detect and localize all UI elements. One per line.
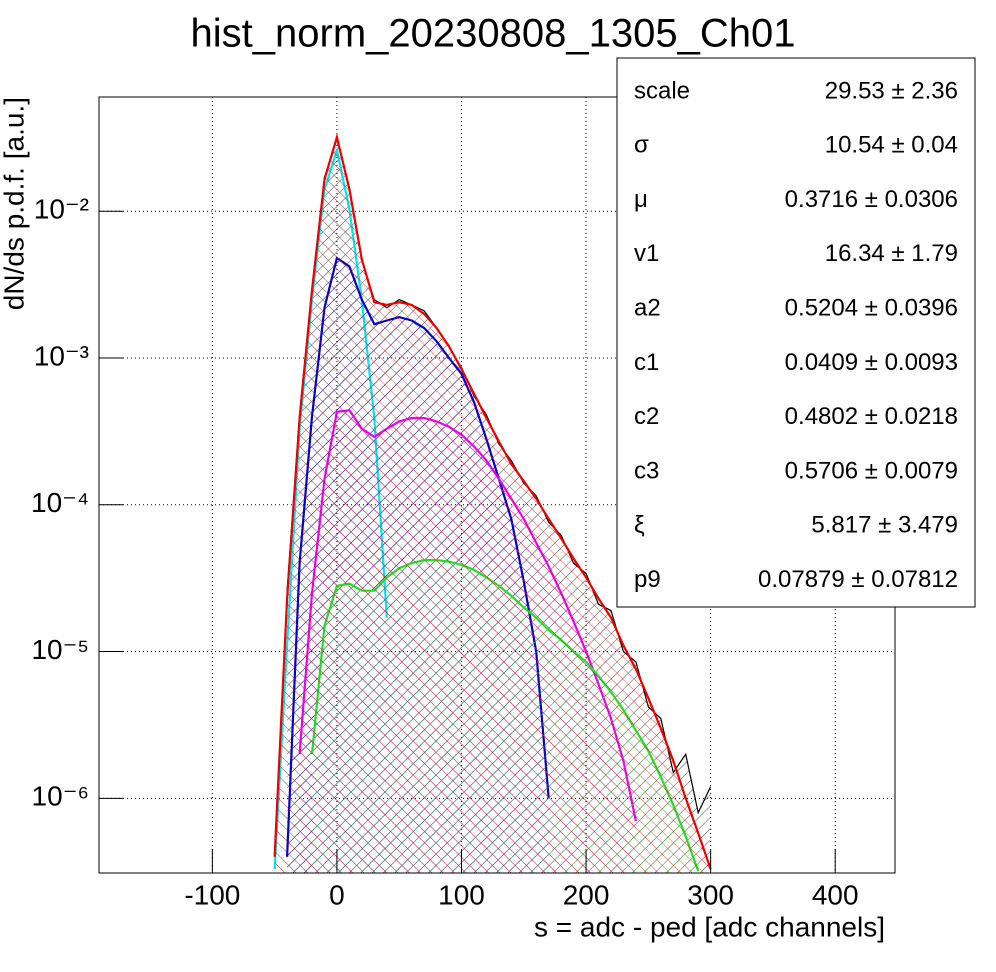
y-axis-label: dN/ds p.d.f. [a.u.] [0, 97, 29, 310]
stats-box: scale 29.53 ± 2.36 σ 10.54 ± 0.04 μ 0.3716 ± … [616, 57, 976, 608]
stat-name: c1 [634, 349, 659, 376]
stat-value: 0.0409 ± 0.0093 [785, 349, 958, 376]
stat-value: 29.53 ± 2.36 [825, 77, 958, 104]
y-tick-label: 10⁻² [34, 194, 89, 225]
stat-value: 5.817 ± 3.479 [811, 512, 958, 539]
x-tick-label: 200 [563, 879, 610, 910]
stats-frame [616, 57, 976, 608]
stat-value: 0.07879 ± 0.07812 [758, 566, 958, 593]
plot-area [273, 132, 712, 873]
stat-value: 0.3716 ± 0.0306 [785, 186, 958, 213]
x-axis-label: s = adc - ped [adc channels] [534, 911, 885, 942]
stat-name: ξ [634, 512, 645, 539]
stat-value: 0.5204 ± 0.0396 [785, 295, 958, 322]
x-tick-label: -100 [184, 879, 240, 910]
x-tick-label: 400 [812, 879, 859, 910]
y-tick-label: 10⁻⁵ [31, 634, 89, 665]
y-tick-label: 10⁻³ [34, 340, 89, 371]
stat-name: μ [634, 186, 648, 213]
stat-value: 10.54 ± 0.04 [825, 132, 958, 159]
stat-value: 0.4802 ± 0.0218 [785, 403, 958, 430]
stat-name: a2 [634, 295, 661, 322]
axes: -100 0 100 200 300 400 10⁻⁶ 10⁻⁵ 10⁻⁴ 10⁻³ 10⁻² [31, 194, 859, 911]
stat-name: σ [634, 132, 649, 159]
stat-value: 0.5706 ± 0.0079 [785, 457, 958, 484]
x-tick-label: 0 [329, 879, 345, 910]
stat-name: p9 [634, 566, 661, 593]
y-tick-label: 10⁻⁴ [31, 487, 89, 518]
stat-name: v1 [634, 240, 659, 267]
x-tick-label: 100 [438, 879, 485, 910]
stat-name: c3 [634, 457, 659, 484]
stat-name: scale [634, 77, 690, 104]
series-line [273, 132, 712, 870]
stat-value: 16.34 ± 1.79 [825, 240, 958, 267]
y-tick-label: 10⁻⁶ [32, 781, 89, 812]
chart-title: hist_norm_20230808_1305_Ch01 [191, 12, 796, 56]
series-area [274, 137, 711, 873]
x-tick-label: 300 [687, 879, 734, 910]
stat-name: c2 [634, 403, 659, 430]
